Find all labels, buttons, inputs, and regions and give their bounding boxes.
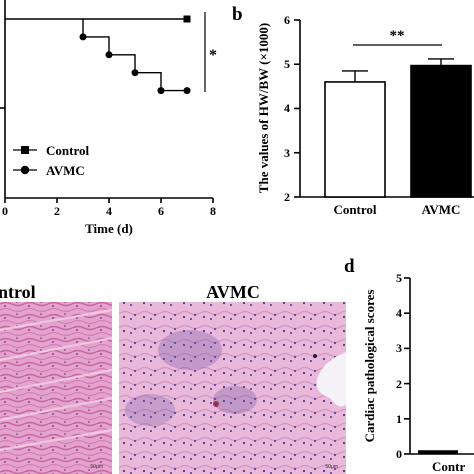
panel-b-label: b — [232, 4, 243, 25]
panel-a-legend: Control AVMC — [13, 143, 89, 178]
panel-b-y-tick-label: 2 — [284, 190, 290, 204]
panel-b-y-tick-label: 6 — [284, 13, 290, 27]
panel-a-sig-star: * — [209, 47, 217, 64]
panel-d-y-tick-label: 3 — [396, 341, 402, 355]
legend-square-marker — [21, 146, 29, 154]
bar-avmc — [410, 64, 472, 198]
panel-c: ntrol AVMC 50μm 50μm — [0, 282, 346, 474]
micrograph-avmc-infiltrate — [125, 394, 175, 426]
series-marker-avmc — [131, 69, 139, 77]
micrograph-control-fibers — [0, 308, 113, 452]
panel-a-x-tick-label: 0 — [2, 204, 8, 218]
panel-d-y-tick-label: 1 — [396, 412, 402, 426]
panel-a-x-tick-labels: 0 2 4 6 8 — [2, 204, 216, 218]
panel-d-bars — [418, 450, 458, 454]
micrograph-avmc-debris — [213, 401, 219, 407]
micrograph-label-avmc: AVMC — [206, 282, 260, 302]
micrograph-avmc-infiltrate — [158, 330, 222, 370]
panel-a-x-ticks — [4, 198, 214, 203]
panel-a-chart: 0 2 4 6 8 Time (d) * Control AVMC — [0, 0, 217, 236]
panel-b-y-tick-label: 3 — [284, 146, 290, 160]
scale-bar-label-avmc: 50μm — [325, 464, 338, 470]
scale-bar-label-control: 50μm — [90, 464, 103, 470]
series-marker-control — [183, 15, 191, 23]
panel-d-y-tick-label: 5 — [396, 271, 402, 285]
legend-circle-marker — [20, 165, 30, 175]
series-marker-avmc — [157, 87, 165, 95]
series-marker-avmc — [79, 33, 87, 41]
panel-d-y-label: Cardiac pathological scores — [362, 290, 377, 443]
panel-a-x-label: Time (d) — [85, 221, 133, 236]
panel-a-x-tick-label: 8 — [210, 204, 216, 218]
micrograph-avmc-debris — [313, 354, 317, 358]
micrograph-avmc-infiltrate — [213, 386, 257, 414]
panel-b-y-tick-label: 4 — [284, 101, 290, 115]
panel-d-chart: 0 1 2 3 4 5 Cardiac pathological scores … — [362, 271, 474, 474]
panel-b-chart: 2 3 4 5 6 The values of HW/BW (×1000) **… — [256, 13, 474, 217]
panel-b-category-label: Control — [333, 202, 376, 217]
micrograph-avmc-texture — [119, 302, 346, 474]
panel-a-x-tick-label: 4 — [106, 204, 112, 218]
legend-label-control: Control — [46, 143, 89, 158]
panel-b-y-label: The values of HW/BW (×1000) — [256, 23, 271, 193]
bar-control — [324, 81, 386, 198]
micrograph-avmc: 50μm — [119, 302, 346, 474]
panel-a-x-tick-label: 6 — [158, 204, 164, 218]
legend-label-avmc: AVMC — [46, 163, 85, 178]
micrograph-control: 50μm — [0, 302, 113, 474]
series-line-avmc — [82, 19, 187, 92]
bar-control — [418, 450, 458, 454]
panel-a-x-tick-label: 2 — [54, 204, 60, 218]
panel-d-y-tick-label: 4 — [396, 306, 402, 320]
panel-d-y-tick-label: 2 — [396, 377, 402, 391]
panel-d-y-tick-label: 0 — [396, 447, 402, 461]
panel-b-y-ticks — [294, 19, 300, 198]
series-marker-avmc — [105, 51, 113, 59]
panel-b-sig-stars: ** — [390, 28, 405, 44]
panel-d-label: d — [344, 256, 355, 277]
panel-a-series — [5, 15, 191, 95]
micrograph-label-control: ntrol — [0, 282, 36, 302]
series-marker-avmc — [183, 87, 191, 95]
panel-d-y-ticks — [404, 277, 410, 455]
panel-b-bars — [324, 58, 472, 198]
micrograph-avmc-vessel — [316, 352, 346, 407]
panel-b-y-tick-label: 5 — [284, 57, 290, 71]
panel-b-category-label: AVMC — [422, 202, 461, 217]
panel-d-category-label: Contr — [432, 459, 465, 474]
